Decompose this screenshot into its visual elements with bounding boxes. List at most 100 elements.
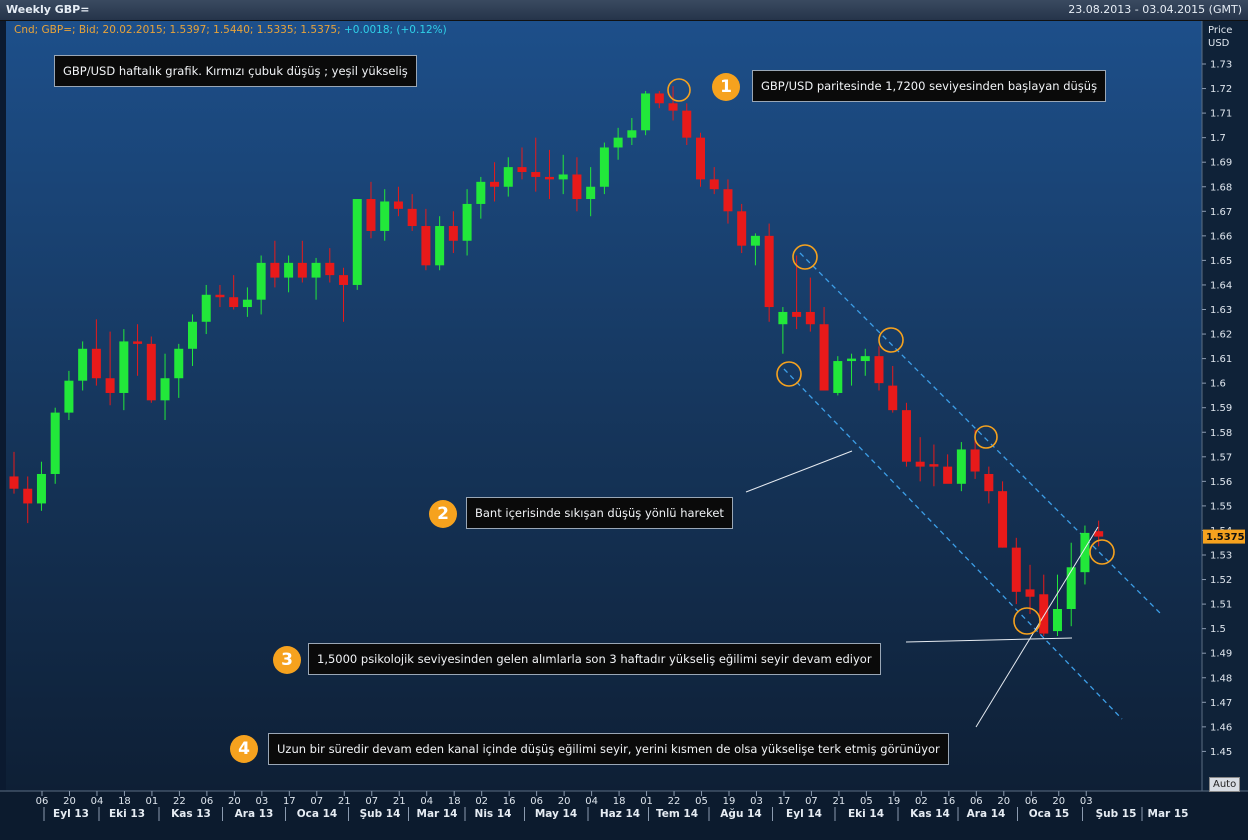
candle bbox=[476, 176, 486, 219]
y-tick-label: 1.51 bbox=[1210, 600, 1232, 611]
candle bbox=[435, 216, 445, 271]
highlight-circle-lower-1 bbox=[776, 361, 802, 387]
candle-body bbox=[421, 226, 431, 266]
x-day-label: 04 bbox=[420, 796, 433, 807]
candle-body bbox=[36, 473, 46, 504]
candle bbox=[201, 284, 211, 335]
y-tick-label: 1.49 bbox=[1210, 649, 1232, 660]
x-month-label: Eki 13 bbox=[109, 808, 145, 820]
candle-body bbox=[174, 348, 184, 379]
candle-body bbox=[339, 275, 349, 285]
candle bbox=[503, 157, 513, 197]
candle bbox=[490, 162, 500, 202]
price-axis-title-usd: USD bbox=[1208, 38, 1230, 49]
candle-body bbox=[682, 110, 692, 138]
candle-body bbox=[366, 199, 376, 231]
candle bbox=[366, 181, 376, 239]
x-day-label: 03 bbox=[1080, 796, 1093, 807]
candle-body bbox=[119, 341, 129, 393]
channel-upper-line bbox=[799, 252, 1163, 616]
candle-body bbox=[709, 179, 719, 190]
candle-body bbox=[215, 294, 225, 298]
candle-body bbox=[805, 311, 815, 325]
candle-body bbox=[599, 147, 609, 187]
y-tick-label: 1.64 bbox=[1210, 280, 1232, 291]
y-tick-label: 1.72 bbox=[1210, 84, 1232, 95]
candle-body bbox=[490, 181, 500, 187]
x-month-label: Nis 14 bbox=[475, 808, 512, 820]
candle-body bbox=[91, 348, 101, 379]
candle-body bbox=[297, 262, 307, 278]
chart-title-bar: Weekly GBP= 23.08.2013 - 03.04.2015 (GMT… bbox=[0, 0, 1248, 21]
candle-body bbox=[915, 461, 925, 467]
callout-1: GBP/USD paritesinde 1,7200 seviyesinden … bbox=[752, 70, 1107, 102]
candle-body bbox=[435, 226, 445, 266]
candle bbox=[380, 189, 390, 241]
candle bbox=[1052, 574, 1062, 637]
y-tick-label: 1.58 bbox=[1210, 428, 1232, 439]
candle-body bbox=[847, 358, 857, 362]
candle bbox=[187, 314, 197, 366]
candle bbox=[750, 233, 760, 266]
auto-scale-button[interactable]: Auto bbox=[1209, 777, 1241, 792]
x-day-label: 05 bbox=[860, 796, 873, 807]
legend-values: Cnd; GBP=; Bid; 20.02.2015; 1.5397; 1.54… bbox=[14, 24, 341, 36]
y-tick-label: 1.46 bbox=[1210, 722, 1232, 733]
candle bbox=[448, 211, 458, 254]
x-day-label: 06 bbox=[530, 796, 543, 807]
x-month-label: Şub 14 bbox=[360, 808, 401, 820]
candle bbox=[586, 167, 596, 217]
candle bbox=[599, 142, 609, 195]
candle-body bbox=[393, 201, 403, 209]
candlestick-chart[interactable]: Price USD 1.73 1.72 1.71 1.7 1.69 1.68 1.67 1.6… bbox=[0, 21, 1248, 840]
candle bbox=[119, 329, 129, 411]
candle-body bbox=[723, 189, 733, 212]
candle bbox=[160, 353, 170, 420]
candle bbox=[929, 444, 939, 487]
highlight-circle-breakout bbox=[1089, 539, 1115, 565]
candle-body bbox=[187, 321, 197, 349]
candle-body bbox=[105, 378, 115, 393]
candle-body bbox=[146, 343, 156, 401]
candle-body bbox=[586, 186, 596, 200]
x-month-label: Ara 13 bbox=[235, 808, 274, 820]
candle bbox=[847, 353, 857, 386]
x-day-label: 17 bbox=[283, 796, 296, 807]
x-day-label: 16 bbox=[942, 796, 955, 807]
callout-1-number: 1 bbox=[712, 73, 740, 101]
candle-body bbox=[998, 491, 1008, 548]
x-day-label: 06 bbox=[970, 796, 983, 807]
candle bbox=[517, 147, 527, 180]
x-day-label: 20 bbox=[228, 796, 241, 807]
y-tick-label: 1.69 bbox=[1210, 158, 1232, 169]
candle bbox=[1025, 564, 1035, 614]
candle-body bbox=[517, 167, 527, 173]
candle-body bbox=[50, 412, 60, 474]
candle-body bbox=[792, 311, 802, 317]
candle-body bbox=[242, 299, 252, 308]
y-tick-label: 1.62 bbox=[1210, 330, 1232, 341]
candle-body bbox=[929, 464, 939, 467]
candle bbox=[1094, 520, 1104, 547]
callout-3: 1,5000 psikolojik seviyesinden gelen alı… bbox=[308, 643, 881, 675]
candle bbox=[915, 437, 925, 482]
y-tick-label: 1.59 bbox=[1210, 403, 1232, 414]
candle-body bbox=[860, 356, 870, 362]
callout-4: Uzun bir süredir devam eden kanal içinde… bbox=[268, 733, 949, 765]
x-month-label: Ara 14 bbox=[967, 808, 1006, 820]
candle bbox=[819, 307, 829, 391]
y-tick-label: 1.57 bbox=[1210, 452, 1232, 463]
highlight-circles bbox=[667, 78, 1115, 635]
candle bbox=[874, 346, 884, 391]
x-day-label: 06 bbox=[201, 796, 214, 807]
y-tick-label: 1.45 bbox=[1210, 747, 1232, 758]
chart-title: Weekly GBP= bbox=[6, 3, 90, 16]
candle bbox=[133, 324, 143, 376]
candle bbox=[311, 257, 321, 300]
candle-body bbox=[544, 176, 554, 180]
x-day-label: 19 bbox=[723, 796, 736, 807]
candle-body bbox=[311, 262, 321, 278]
y-tick-label: 1.73 bbox=[1210, 60, 1232, 71]
y-tick-label: 1.55 bbox=[1210, 501, 1232, 512]
candle-body bbox=[696, 137, 705, 180]
